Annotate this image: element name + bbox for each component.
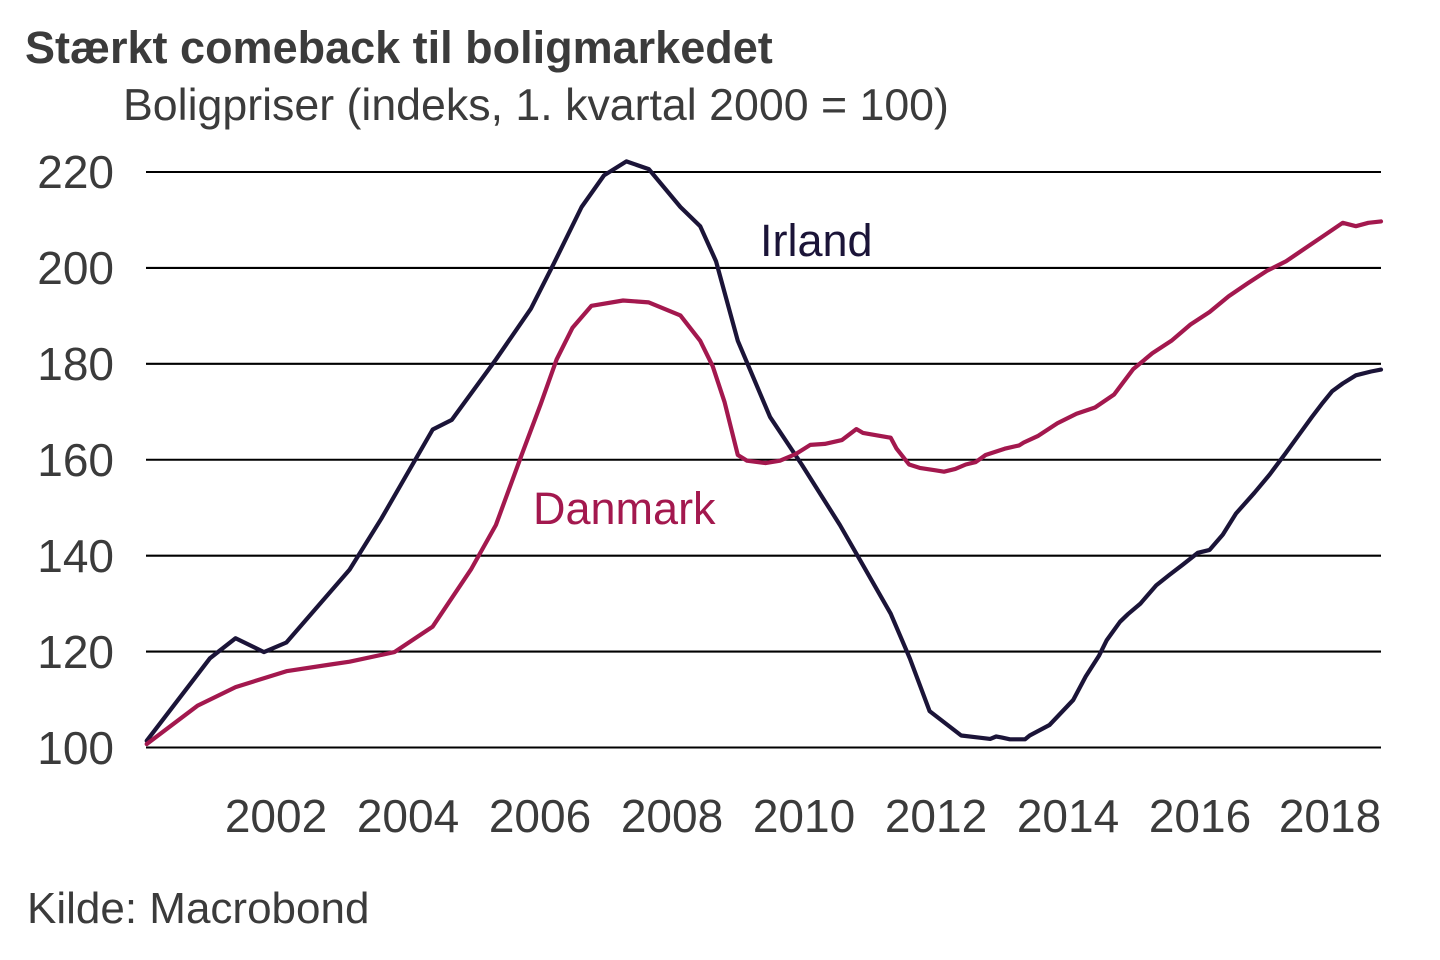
svg-text:100: 100	[37, 722, 114, 774]
svg-text:140: 140	[37, 530, 114, 582]
svg-text:2010: 2010	[753, 790, 855, 842]
svg-text:160: 160	[37, 434, 114, 486]
svg-text:2018: 2018	[1279, 790, 1381, 842]
svg-text:2012: 2012	[885, 790, 987, 842]
svg-text:2006: 2006	[489, 790, 591, 842]
svg-text:2008: 2008	[621, 790, 723, 842]
svg-text:2014: 2014	[1017, 790, 1119, 842]
svg-text:2016: 2016	[1149, 790, 1251, 842]
svg-text:2004: 2004	[357, 790, 459, 842]
svg-text:Irland: Irland	[760, 215, 873, 266]
svg-text:120: 120	[37, 626, 114, 678]
svg-text:200: 200	[37, 242, 114, 294]
svg-text:220: 220	[37, 146, 114, 198]
svg-text:180: 180	[37, 338, 114, 390]
svg-text:Danmark: Danmark	[533, 483, 716, 534]
svg-text:2002: 2002	[225, 790, 327, 842]
